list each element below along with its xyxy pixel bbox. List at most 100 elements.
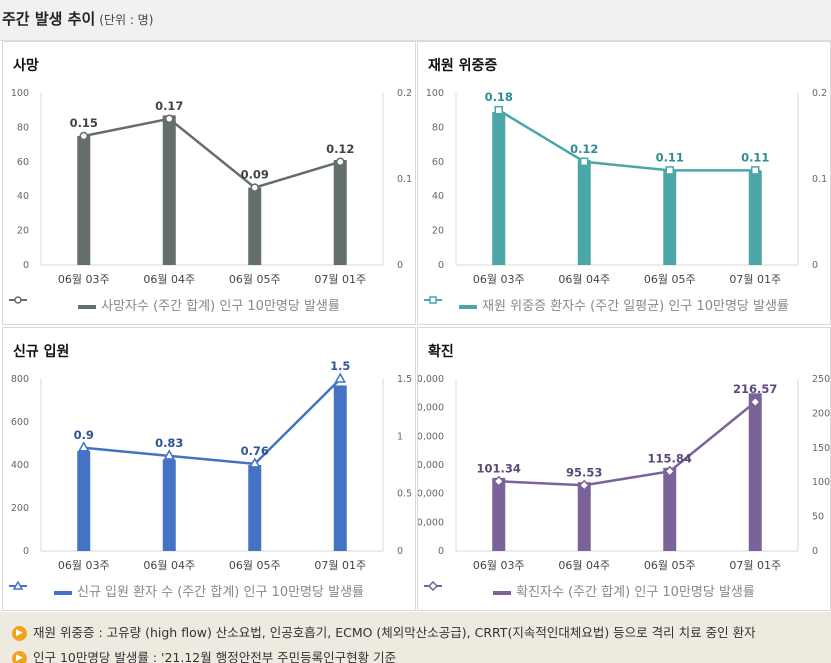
data-label: 0.18 bbox=[485, 90, 513, 104]
data-label: 0.11 bbox=[656, 150, 684, 164]
bar bbox=[492, 112, 505, 265]
left-tick-label: 100 bbox=[11, 88, 29, 99]
line-series bbox=[499, 110, 756, 170]
x-tick-label: 06월 04주 bbox=[558, 273, 610, 286]
line-point bbox=[581, 158, 588, 165]
right-tick-label: 0 bbox=[397, 260, 403, 271]
data-label: 0.9 bbox=[74, 428, 94, 442]
x-tick-label: 06월 03주 bbox=[58, 273, 110, 286]
left-tick-label: 60 bbox=[432, 157, 444, 168]
line-point bbox=[495, 107, 502, 114]
line-series bbox=[84, 119, 341, 188]
left-tick-label: 600 bbox=[11, 417, 29, 428]
x-tick-label: 07월 01주 bbox=[314, 273, 366, 286]
left-tick-label: 20,000 bbox=[418, 517, 444, 528]
left-tick-label: 40 bbox=[432, 191, 444, 202]
bar bbox=[578, 482, 591, 551]
bar bbox=[163, 460, 176, 551]
left-tick-label: 0 bbox=[23, 260, 29, 271]
data-label: 0.76 bbox=[241, 444, 269, 458]
bar bbox=[163, 115, 176, 265]
bar bbox=[749, 393, 762, 551]
bar bbox=[334, 385, 347, 551]
legend-line-marker-icon bbox=[9, 581, 27, 591]
bar bbox=[578, 160, 591, 265]
bar bbox=[749, 170, 762, 265]
data-label: 0.15 bbox=[70, 116, 98, 130]
right-tick-label: 100 bbox=[812, 477, 830, 488]
right-tick-label: 0.1 bbox=[397, 174, 412, 185]
right-tick-label: 1.5 bbox=[397, 374, 412, 385]
left-tick-label: 80 bbox=[432, 122, 444, 133]
note-text: 인구 10만명당 발생률 : '21.12월 행정안전부 주민등록인구현황 기준 bbox=[33, 650, 396, 663]
line-series bbox=[499, 402, 756, 485]
left-tick-label: 400 bbox=[11, 460, 29, 471]
chart-panel-death: 사망 02040608010000.10.206월 03주06월 04주06월 … bbox=[2, 41, 416, 325]
chart-legend: 확진자수 (주간 합계) 인구 10만명당 발생률 bbox=[418, 581, 830, 600]
bar bbox=[248, 465, 261, 551]
page-title: 주간 발생 추이(단위 : 명) bbox=[2, 8, 153, 29]
x-tick-label: 07월 01주 bbox=[729, 559, 781, 572]
chart-panel-severe: 재원 위중증 02040608010000.10.206월 03주06월 04주… bbox=[417, 41, 831, 325]
note-text: 재원 위중증 : 고유량 (high flow) 산소요법, 인공호흡기, EC… bbox=[33, 625, 756, 640]
x-tick-label: 06월 05주 bbox=[229, 559, 281, 572]
line-point bbox=[336, 374, 345, 382]
bar bbox=[492, 478, 505, 551]
bar bbox=[663, 170, 676, 265]
data-label: 115.84 bbox=[648, 451, 692, 465]
right-tick-label: 200 bbox=[812, 408, 830, 419]
data-label: 0.09 bbox=[241, 168, 269, 182]
legend-line-marker-icon bbox=[9, 295, 27, 305]
left-tick-label: 20 bbox=[17, 226, 29, 237]
data-label: 0.12 bbox=[570, 142, 598, 156]
right-tick-label: 150 bbox=[812, 443, 830, 454]
legend-bar-label: 사망자수 (주간 합계) bbox=[101, 299, 215, 314]
left-tick-label: 200 bbox=[11, 503, 29, 514]
data-label: 101.34 bbox=[477, 461, 521, 475]
chart-legend: 재원 위중증 환자수 (주간 일평균) 인구 10만명당 발생률 bbox=[418, 295, 830, 314]
legend-bar-swatch bbox=[78, 305, 96, 309]
left-tick-label: 40,000 bbox=[418, 489, 444, 500]
speaker-icon: ▶ bbox=[12, 626, 27, 641]
right-tick-label: 50 bbox=[812, 512, 824, 523]
right-tick-label: 0.1 bbox=[812, 174, 827, 185]
note-rate-basis: ▶ 인구 10만명당 발생률 : '21.12월 행정안전부 주민등록인구현황 기… bbox=[12, 647, 396, 663]
speaker-icon: ▶ bbox=[12, 651, 27, 663]
bar bbox=[248, 188, 261, 265]
legend-bar-swatch bbox=[459, 305, 477, 309]
line-point bbox=[752, 167, 759, 174]
left-tick-label: 100 bbox=[426, 88, 444, 99]
left-tick-label: 60,000 bbox=[418, 460, 444, 471]
legend-bar-label: 확진자수 (주간 합계) bbox=[516, 585, 630, 600]
left-tick-label: 100,000 bbox=[418, 403, 444, 414]
legend-bar-label: 신규 입원 환자 수 (주간 합계) bbox=[77, 585, 239, 600]
legend-bar-swatch bbox=[493, 591, 511, 595]
x-tick-label: 07월 01주 bbox=[314, 559, 366, 572]
data-label: 0.11 bbox=[741, 150, 769, 164]
right-tick-label: 1 bbox=[397, 431, 403, 442]
bar bbox=[77, 451, 90, 551]
data-label: 95.53 bbox=[566, 465, 602, 479]
right-tick-label: 0.5 bbox=[397, 489, 412, 500]
page-title-text: 주간 발생 추이 bbox=[2, 10, 95, 28]
legend-bar-swatch bbox=[54, 591, 72, 595]
chart-svg-admission: 020040060080000.511.506월 03주06월 04주06월 0… bbox=[3, 328, 417, 612]
data-label: 0.12 bbox=[326, 142, 354, 156]
note-severe-definition: ▶ 재원 위중증 : 고유량 (high flow) 산소요법, 인공호흡기, E… bbox=[12, 622, 756, 641]
x-tick-label: 06월 03주 bbox=[58, 559, 110, 572]
x-tick-label: 06월 05주 bbox=[644, 273, 696, 286]
legend-line-marker-icon bbox=[424, 295, 442, 305]
bar bbox=[77, 136, 90, 265]
left-tick-label: 40 bbox=[17, 191, 29, 202]
x-tick-label: 06월 03주 bbox=[473, 559, 525, 572]
right-tick-label: 0 bbox=[812, 546, 818, 557]
data-label: 216.57 bbox=[733, 382, 777, 396]
chart-svg-death: 02040608010000.10.206월 03주06월 04주06월 05주… bbox=[3, 42, 417, 326]
legend-line-label: 인구 10만명당 발생률 bbox=[668, 299, 789, 314]
line-point bbox=[666, 167, 673, 174]
right-tick-label: 0.2 bbox=[397, 88, 412, 99]
right-tick-label: 0 bbox=[812, 260, 818, 271]
left-tick-label: 120,000 bbox=[418, 374, 444, 385]
line-point bbox=[79, 443, 88, 451]
footer-notes: ▶ 재원 위중증 : 고유량 (high flow) 산소요법, 인공호흡기, E… bbox=[0, 612, 831, 663]
